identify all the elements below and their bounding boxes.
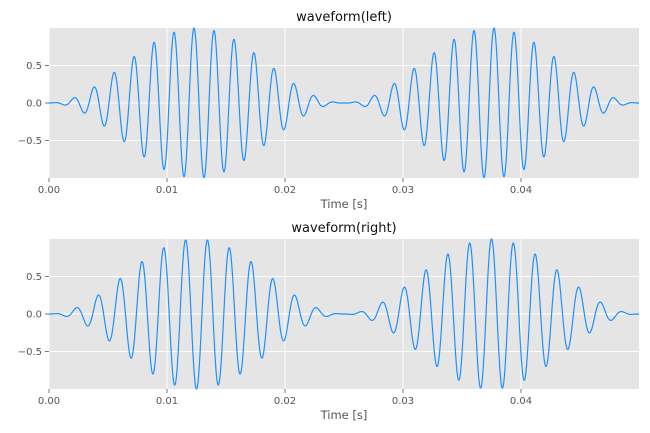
x-tick-label: 0.04 bbox=[510, 396, 532, 407]
chart-title: waveform(right) bbox=[291, 221, 396, 236]
x-tick-label: 0.03 bbox=[392, 396, 414, 407]
y-tick-label: 0.5 bbox=[26, 61, 42, 72]
chart-panel-1: 0.00 0.01 0.02 0.03 0.04 −0.5 0.0 0.5 waveform(l… bbox=[18, 10, 640, 211]
x-tick-label: 0.00 bbox=[38, 185, 60, 196]
y-tick-label: 0.0 bbox=[26, 99, 42, 110]
x-tick-label: 0.00 bbox=[38, 396, 60, 407]
series-line-1 bbox=[48, 27, 640, 179]
chart-title: waveform(left) bbox=[296, 10, 392, 25]
y-tick-label: 0.5 bbox=[26, 272, 42, 283]
x-axis-label: Time [s] bbox=[320, 197, 368, 211]
y-tick-label: 0.0 bbox=[26, 310, 42, 321]
chart-panel-2: 0.00 0.01 0.02 0.03 0.04 −0.5 0.0 0.5 waveform(r… bbox=[18, 221, 640, 422]
x-tick-label: 0.03 bbox=[392, 185, 414, 196]
y-tick-label: −0.5 bbox=[18, 347, 42, 358]
x-tick-label: 0.02 bbox=[274, 185, 296, 196]
x-axis-label: Time [s] bbox=[320, 408, 368, 422]
x-tick-label: 0.01 bbox=[156, 396, 178, 407]
series-line-1 bbox=[48, 238, 640, 390]
x-tick-label: 0.02 bbox=[274, 396, 296, 407]
x-tick-label: 0.01 bbox=[156, 185, 178, 196]
x-tick-label: 0.04 bbox=[510, 185, 532, 196]
y-tick-label: −0.5 bbox=[18, 136, 42, 147]
